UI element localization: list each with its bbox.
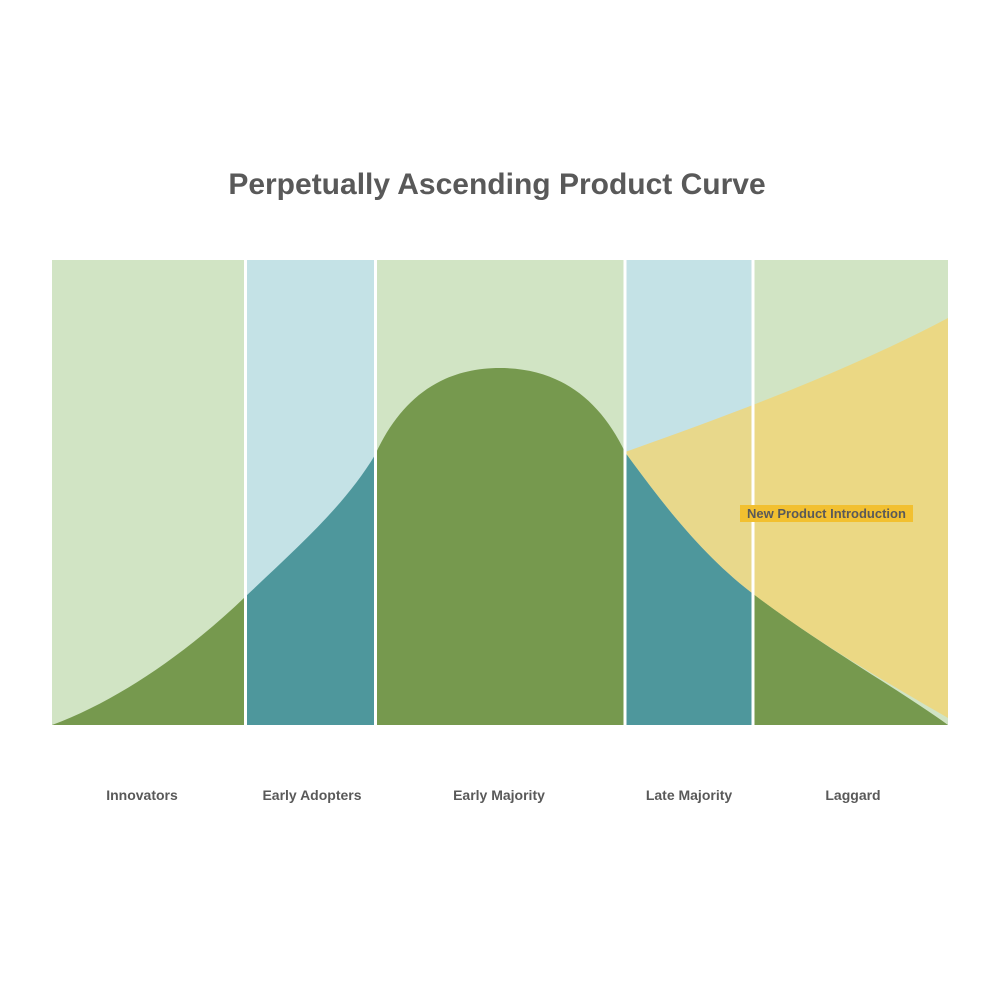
segment-label-early-majority: Early Majority bbox=[453, 787, 545, 803]
segment-label-late-majority: Late Majority bbox=[645, 787, 733, 803]
bell-curve-early-majority bbox=[375, 368, 625, 725]
segment-dividers bbox=[244, 258, 755, 727]
new-product-label: New Product Introduction bbox=[740, 505, 913, 522]
segment-label-innovators: Innovators bbox=[106, 787, 178, 803]
diagram-title: Perpetually Ascending Product Curve bbox=[228, 168, 766, 201]
bell-curve-laggard bbox=[753, 593, 948, 725]
segment-label-early-adopters: Early Adopters bbox=[262, 787, 362, 803]
segment-label-laggard: Laggard bbox=[825, 787, 881, 803]
bell-curve-early-adopters bbox=[245, 455, 375, 725]
bell-curve-late-majority bbox=[625, 452, 753, 725]
bell-curve-innovators bbox=[52, 597, 245, 725]
